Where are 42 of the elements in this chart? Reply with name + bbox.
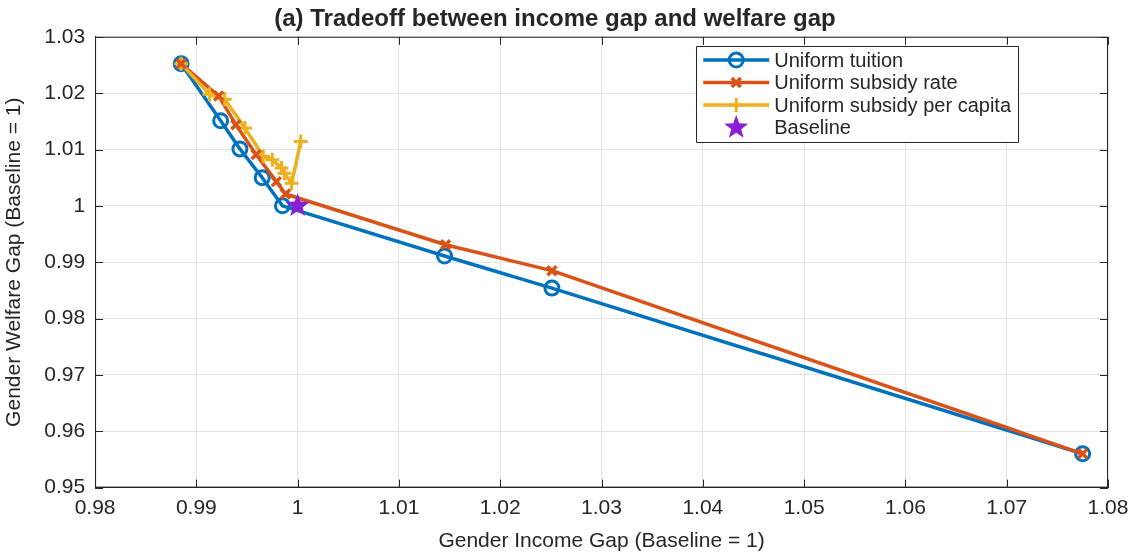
y-tick-label: 0.98: [44, 305, 86, 329]
y-tick-label: 0.97: [44, 361, 86, 385]
legend-label: Baseline: [774, 116, 851, 139]
y-tick-label: 0.96: [44, 418, 86, 442]
y-tick-label: 0.99: [44, 249, 86, 272]
x-tick-label: 0.98: [74, 495, 116, 518]
x-tick-label: 1.07: [986, 495, 1028, 518]
x-tick-label: 0.99: [175, 495, 217, 518]
point: [439, 238, 452, 251]
x-tick-label: 1.03: [581, 495, 622, 518]
point: [249, 148, 263, 161]
y-tick-label: 1: [73, 192, 86, 216]
y-tick-label: 1.02: [44, 79, 86, 103]
x-tick-label: 1.04: [682, 495, 724, 518]
y-tick-label: 0.95: [44, 474, 86, 498]
x-tick-label: 1.08: [1087, 495, 1129, 518]
point: [436, 247, 454, 265]
point: [545, 264, 559, 277]
point: [253, 169, 271, 187]
point: [292, 133, 310, 151]
point: [543, 279, 561, 297]
point: [285, 193, 310, 216]
chart-title: (a) Tradeoff between income gap and welfare gap: [274, 4, 836, 32]
point: [212, 89, 225, 103]
y-tick-label: 1.01: [44, 136, 86, 160]
y-tick-label: 1.03: [44, 23, 86, 47]
point: [270, 175, 283, 188]
point: [279, 187, 292, 201]
x-tick-label: 1.02: [479, 495, 521, 518]
point: [231, 140, 249, 158]
y-axis-title: Gender Welfare Gap (Baseline = 1): [1, 97, 25, 427]
x-tick-label: 1: [291, 495, 304, 518]
legend-label: Uniform tuition: [774, 48, 904, 71]
legend-label: Uniform subsidy rate: [774, 71, 958, 94]
x-tick-label: 1.06: [884, 495, 926, 518]
point: [229, 118, 243, 131]
point: [212, 112, 230, 130]
point: [273, 197, 291, 215]
x-tick-label: 1.05: [783, 495, 825, 518]
x-axis-title: Gender Income Gap (Baseline = 1): [438, 528, 765, 552]
legend-label: Uniform subsidy per capita: [774, 93, 1012, 116]
x-tick-label: 1.01: [378, 495, 420, 518]
